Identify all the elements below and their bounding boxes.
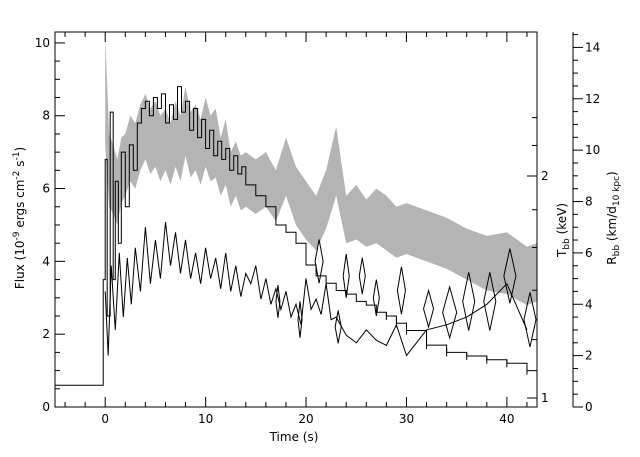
flux-series-line (55, 86, 538, 386)
y-radius-tick-label: 2 (585, 349, 593, 363)
temp-title-end: (keV) (555, 203, 569, 238)
diamond-marker (334, 310, 342, 344)
y-left-part-b: ergs cm (13, 180, 27, 232)
radius-series-layer (104, 222, 528, 357)
y-axis-title-radius: Rbb (km/d10 kpc) (605, 171, 622, 264)
flux-series-layer (55, 86, 538, 386)
diamond-marker (342, 254, 350, 298)
x-tick-label: 30 (399, 412, 414, 426)
y-radius-tick-label: 0 (585, 400, 593, 414)
radius-title-sub: bb (612, 245, 622, 257)
diamond-marker (297, 301, 303, 338)
diamond-marker (314, 239, 324, 284)
x-tick-label: 10 (198, 412, 213, 426)
y-flux-tick-label: 8 (42, 109, 50, 123)
diamond-markers-layer (275, 239, 537, 348)
diamond-marker (396, 266, 406, 315)
y-radius-tick-label: 4 (585, 297, 593, 311)
diamond-marker (372, 279, 380, 317)
x-tick-label: 20 (298, 412, 313, 426)
diamond-marker (423, 288, 435, 329)
temperature-band (105, 35, 537, 306)
y-flux-tick-label: 6 (42, 182, 50, 196)
diamond-marker (442, 284, 458, 340)
diamond-marker (275, 284, 281, 318)
radius-title-main: R (605, 256, 619, 264)
plot-frame (54, 31, 538, 408)
x-axis-title: Time (s) (269, 430, 319, 444)
x-tick-label: 40 (499, 412, 514, 426)
radius-series-line (104, 222, 528, 357)
y-left-exp-1: -9 (12, 231, 22, 240)
temp-title-sub: bb (562, 238, 572, 250)
radius-title-sub2: 10 kpc (612, 176, 622, 206)
diamond-marker (462, 272, 476, 331)
temp-title-main: T (555, 249, 569, 258)
y-flux-tick-label: 0 (42, 400, 50, 414)
y-left-exp-3: -1 (12, 152, 22, 161)
y-left-exp-2: -2 (12, 171, 22, 180)
y-radius-tick-label: 8 (585, 195, 593, 209)
y-radius-tick-label: 12 (585, 92, 600, 106)
y-radius-tick-label: 6 (585, 246, 593, 260)
y-left-part-c: s (13, 161, 27, 171)
x-tick-label: 0 (101, 412, 109, 426)
radius-title-mid: (km/d (605, 206, 619, 245)
y-flux-tick-label: 4 (42, 254, 50, 268)
y-axis-title-left: Flux (10-9 ergs cm-2 s-1) (12, 147, 27, 289)
y-flux-tick-label: 2 (42, 327, 50, 341)
diamond-marker (483, 272, 497, 331)
y-left-part-d: ) (13, 147, 27, 152)
y-left-part-a: Flux (10 (13, 240, 27, 289)
y-temp-tick-label: 2 (541, 169, 549, 183)
y-radius-tick-label: 14 (585, 40, 600, 54)
diamond-marker (523, 292, 537, 348)
temperature-band-layer (105, 35, 537, 306)
diamond-marker (358, 257, 366, 295)
diamond-marker (503, 248, 517, 304)
y-temp-tick-label: 1 (541, 391, 549, 405)
y-axis-title-temperature: Tbb (keV) (555, 203, 572, 258)
y-radius-tick-label: 10 (585, 143, 600, 157)
radius-title-end: ) (605, 171, 619, 176)
y-flux-tick-label: 10 (35, 36, 50, 50)
